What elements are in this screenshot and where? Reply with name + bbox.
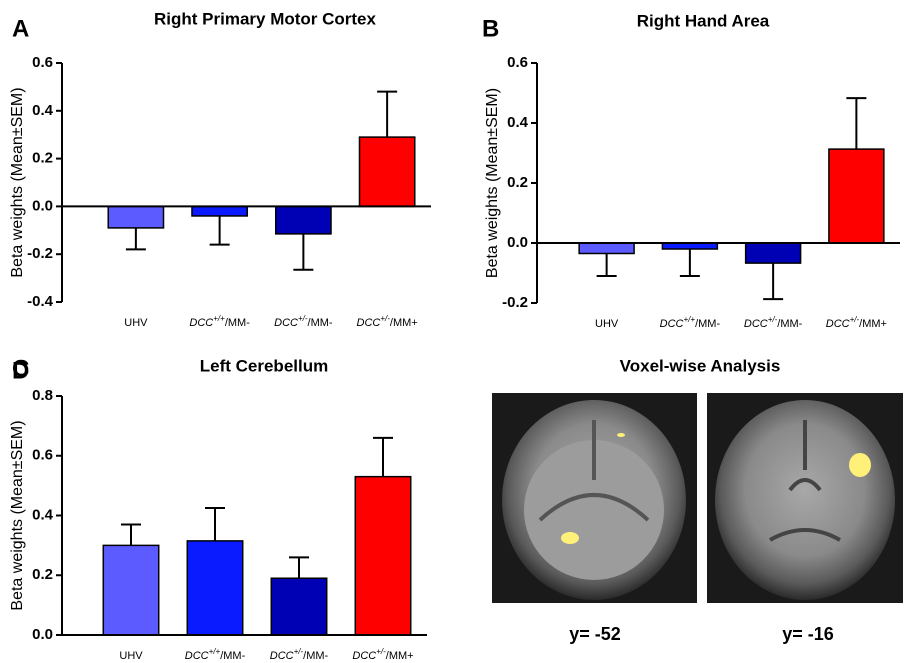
brain-image — [492, 393, 697, 603]
image-caption: y= -16 — [782, 624, 834, 644]
bar — [359, 137, 414, 206]
error-bar — [846, 98, 866, 149]
bar — [271, 578, 326, 635]
x-tick-label: UHV — [124, 317, 148, 329]
x-tick-label: UHV — [119, 650, 143, 662]
y-axis-label: Beta weights (Mean±SEM) — [484, 88, 501, 278]
x-tick-label: DCC+/-/MM+ — [352, 647, 413, 662]
figure: D Voxel-wise Analysis y= -52 y= -16 Righ… — [0, 0, 909, 663]
bar — [579, 243, 634, 254]
error-bar — [373, 438, 393, 477]
y-tick-label: 0.6 — [32, 54, 53, 71]
error-bar — [126, 228, 146, 250]
image-caption: y= -52 — [569, 624, 621, 644]
bar — [355, 477, 410, 635]
panel-label: B — [482, 15, 499, 42]
chart-title: Right Primary Motor Cortex — [154, 9, 377, 28]
x-tick-label: DCC+/-/MM+ — [357, 314, 418, 329]
y-tick-label: 0.2 — [507, 174, 528, 191]
y-tick-label: -0.4 — [27, 293, 54, 310]
panel-label: A — [12, 15, 29, 42]
error-bar — [205, 508, 225, 541]
y-tick-label: -0.2 — [27, 245, 53, 262]
bar — [192, 206, 247, 216]
y-tick-label: 0.4 — [32, 506, 54, 523]
y-tick-label: 0.8 — [32, 387, 53, 404]
x-tick-label: UHV — [595, 318, 619, 330]
x-tick-label: DCC+/+/MM- — [185, 647, 246, 662]
bar — [746, 243, 801, 263]
x-tick-label: DCC+/-/MM- — [270, 647, 329, 662]
y-tick-label: 0.2 — [32, 566, 53, 583]
y-tick-label: 0.6 — [32, 447, 53, 464]
error-bar — [377, 92, 397, 137]
y-tick-label: -0.2 — [502, 294, 528, 311]
panel-label: C — [12, 355, 29, 382]
bar — [829, 149, 884, 243]
y-tick-label: 0.0 — [507, 234, 528, 251]
error-bar — [680, 249, 700, 276]
error-bar — [597, 254, 617, 277]
x-tick-label: DCC+/-/MM- — [274, 314, 333, 329]
bar — [187, 541, 242, 635]
panel-title: Voxel-wise Analysis — [620, 356, 781, 375]
y-tick-label: 0.4 — [32, 102, 54, 119]
y-tick-label: 0.6 — [507, 54, 528, 71]
bar — [108, 206, 163, 228]
error-bar — [210, 216, 230, 245]
error-bar — [293, 234, 313, 270]
error-bar — [289, 557, 309, 578]
y-tick-label: 0.0 — [32, 626, 53, 643]
x-tick-label: DCC+/-/MM+ — [826, 315, 887, 330]
error-bar — [121, 524, 141, 545]
error-bar — [763, 263, 783, 299]
chart-title: Right Hand Area — [637, 11, 770, 30]
y-axis-label: Beta weights (Mean±SEM) — [9, 87, 26, 277]
brain-image — [707, 393, 903, 603]
y-tick-label: 0.2 — [32, 150, 53, 167]
x-tick-label: DCC+/+/MM- — [189, 314, 250, 329]
y-axis-label: Beta weights (Mean±SEM) — [9, 420, 26, 610]
y-tick-label: 0.4 — [507, 114, 529, 131]
chart-title: Left Cerebellum — [200, 356, 328, 375]
y-tick-label: 0.0 — [32, 197, 53, 214]
bar — [276, 206, 331, 233]
x-tick-label: DCC+/+/MM- — [660, 315, 721, 330]
x-tick-label: DCC+/-/MM- — [744, 315, 803, 330]
bar — [103, 545, 158, 635]
